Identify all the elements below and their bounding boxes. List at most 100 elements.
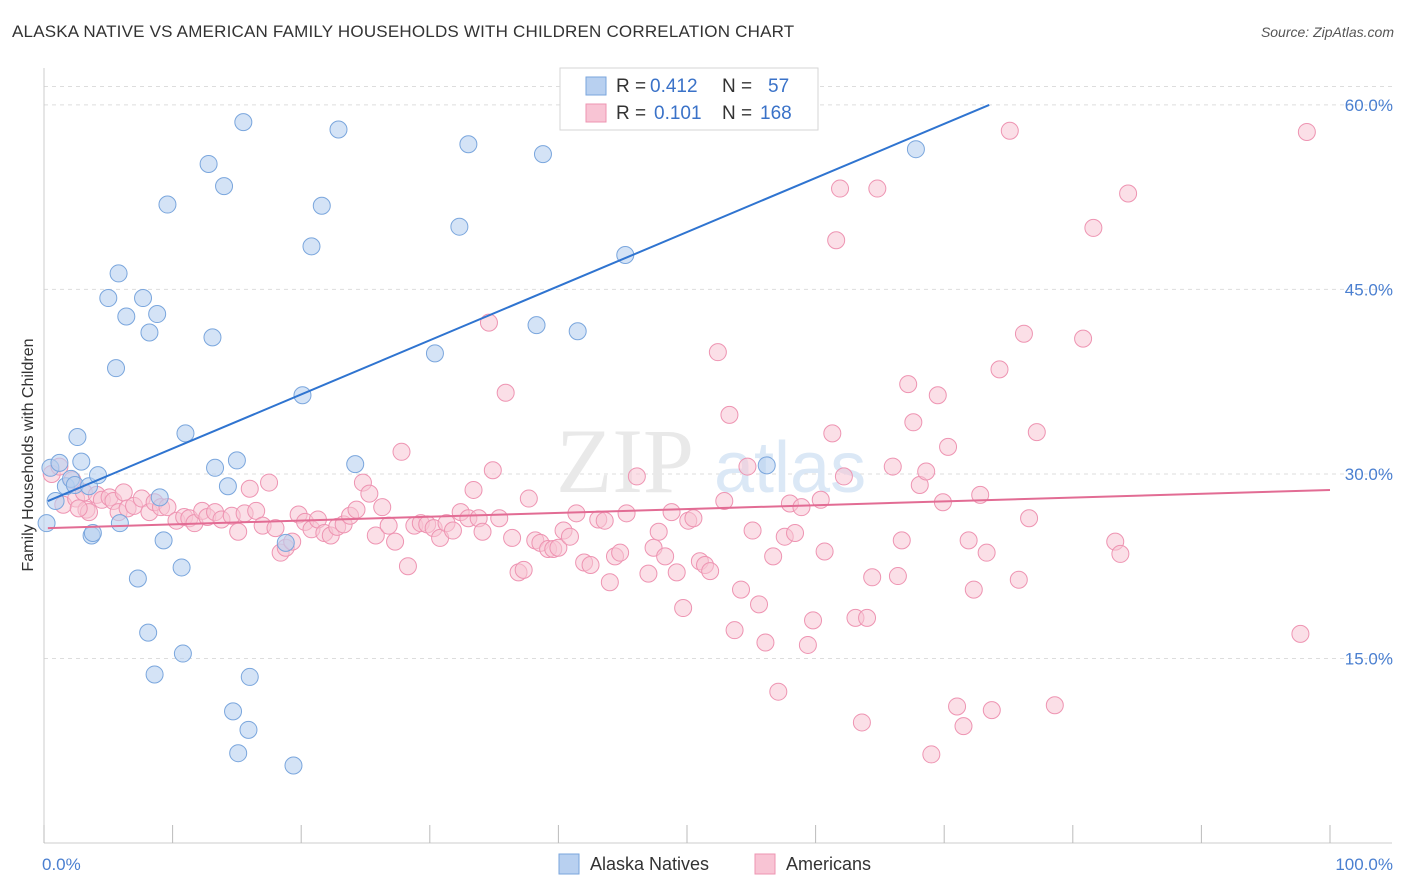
legend-n-label: N = [722,103,752,124]
bottom-legend-label-americans: Americans [786,854,871,874]
legend-swatch-americans [585,103,607,123]
legend-r-label: R = [616,103,646,124]
alaska-native-point [89,466,108,485]
alaska-native-point [329,120,348,139]
legend-n-label: N = [722,76,752,97]
alaska-native-point [206,458,225,477]
alaska-native-point [224,702,243,721]
american-point [831,179,850,198]
american-point [549,538,568,557]
y-axis-label: Family Households with Children [20,339,37,572]
american-point [964,580,983,599]
american-point [639,564,658,583]
american-point [1111,544,1130,563]
alaska-native-point [128,569,147,588]
american-point [366,526,385,545]
american-point [519,489,538,508]
alaska-native-point [527,316,546,335]
american-point [443,521,462,540]
alaska-natives-trend-line [47,103,990,502]
american-point [595,511,614,530]
alaska-native-point [239,720,258,739]
american-point [959,531,978,550]
american-point [627,467,646,486]
american-point [1027,423,1046,442]
american-point [490,509,509,528]
legend-n-value-americans: 168 [760,103,792,124]
american-point [479,313,498,332]
american-point [917,462,936,481]
american-point [982,701,1001,720]
bottom-legend-label-alaska: Alaska Natives [590,854,709,874]
american-point [1291,624,1310,643]
american-point [617,504,636,523]
american-point [1000,121,1019,140]
alaska-native-point [145,665,164,684]
american-point [823,424,842,443]
alaska-native-point [68,428,87,447]
american-point [266,519,285,538]
alaska-native-point [140,323,159,342]
american-point [674,599,693,618]
alaska-native-point [203,328,222,347]
alaska-native-point [312,196,331,215]
american-point [1045,696,1064,715]
american-point [971,485,990,504]
american-point [756,633,775,652]
alaska-native-point [227,451,246,470]
alaska-native-point [110,514,129,533]
american-point [815,542,834,561]
american-point [743,521,762,540]
american-point [398,557,417,576]
alaska-native-point [425,344,444,363]
alaska-native-point [139,623,158,642]
alaska-native-point [229,744,248,763]
american-point [888,567,907,586]
american-point [827,231,846,250]
legend-r-value-alaska: 0.412 [650,76,698,97]
american-point [954,717,973,736]
american-point [1020,509,1039,528]
alaska-native-point [906,140,925,159]
alaska-native-point [218,477,237,496]
american-point [764,547,783,566]
legend-n-value-alaska: 57 [768,76,789,97]
bottom-legend-swatch-alaska [558,853,580,875]
american-point [1074,329,1093,348]
american-point [990,360,1009,379]
american-point [904,413,923,432]
alaska-native-point [276,533,295,552]
alaska-native-point [215,177,234,196]
y-tick-label: 60.0% [1345,96,1393,115]
alaska-native-point [173,644,192,663]
alaska-native-point [293,386,312,405]
american-point [229,522,248,541]
alaska-native-point [50,453,69,472]
american-point [899,375,918,394]
source-credit: Source: ZipAtlas.com [1260,24,1394,40]
american-point [656,547,675,566]
american-point [1297,122,1316,141]
legend-swatch-alaska [585,76,607,96]
american-point [560,527,579,546]
alaska-natives-points [37,113,925,775]
american-point [483,461,502,480]
american-point [360,484,379,503]
american-point [662,503,681,522]
american-point [464,480,483,499]
american-point [503,528,522,547]
american-point [750,595,769,614]
alaska-native-point [284,756,303,775]
american-point [868,179,887,198]
american-point [611,543,630,562]
american-point [715,492,734,511]
american-point [514,560,533,579]
x-tick-label: 0.0% [42,855,81,874]
american-point [581,555,600,574]
series-legend: Alaska Natives Americans [558,853,871,875]
american-point [883,457,902,476]
alaska-native-point [158,195,177,214]
correlation-legend: R = 0.412 N = 57 R = 0.101 N = 168 [559,67,819,131]
alaska-native-point [150,488,169,507]
